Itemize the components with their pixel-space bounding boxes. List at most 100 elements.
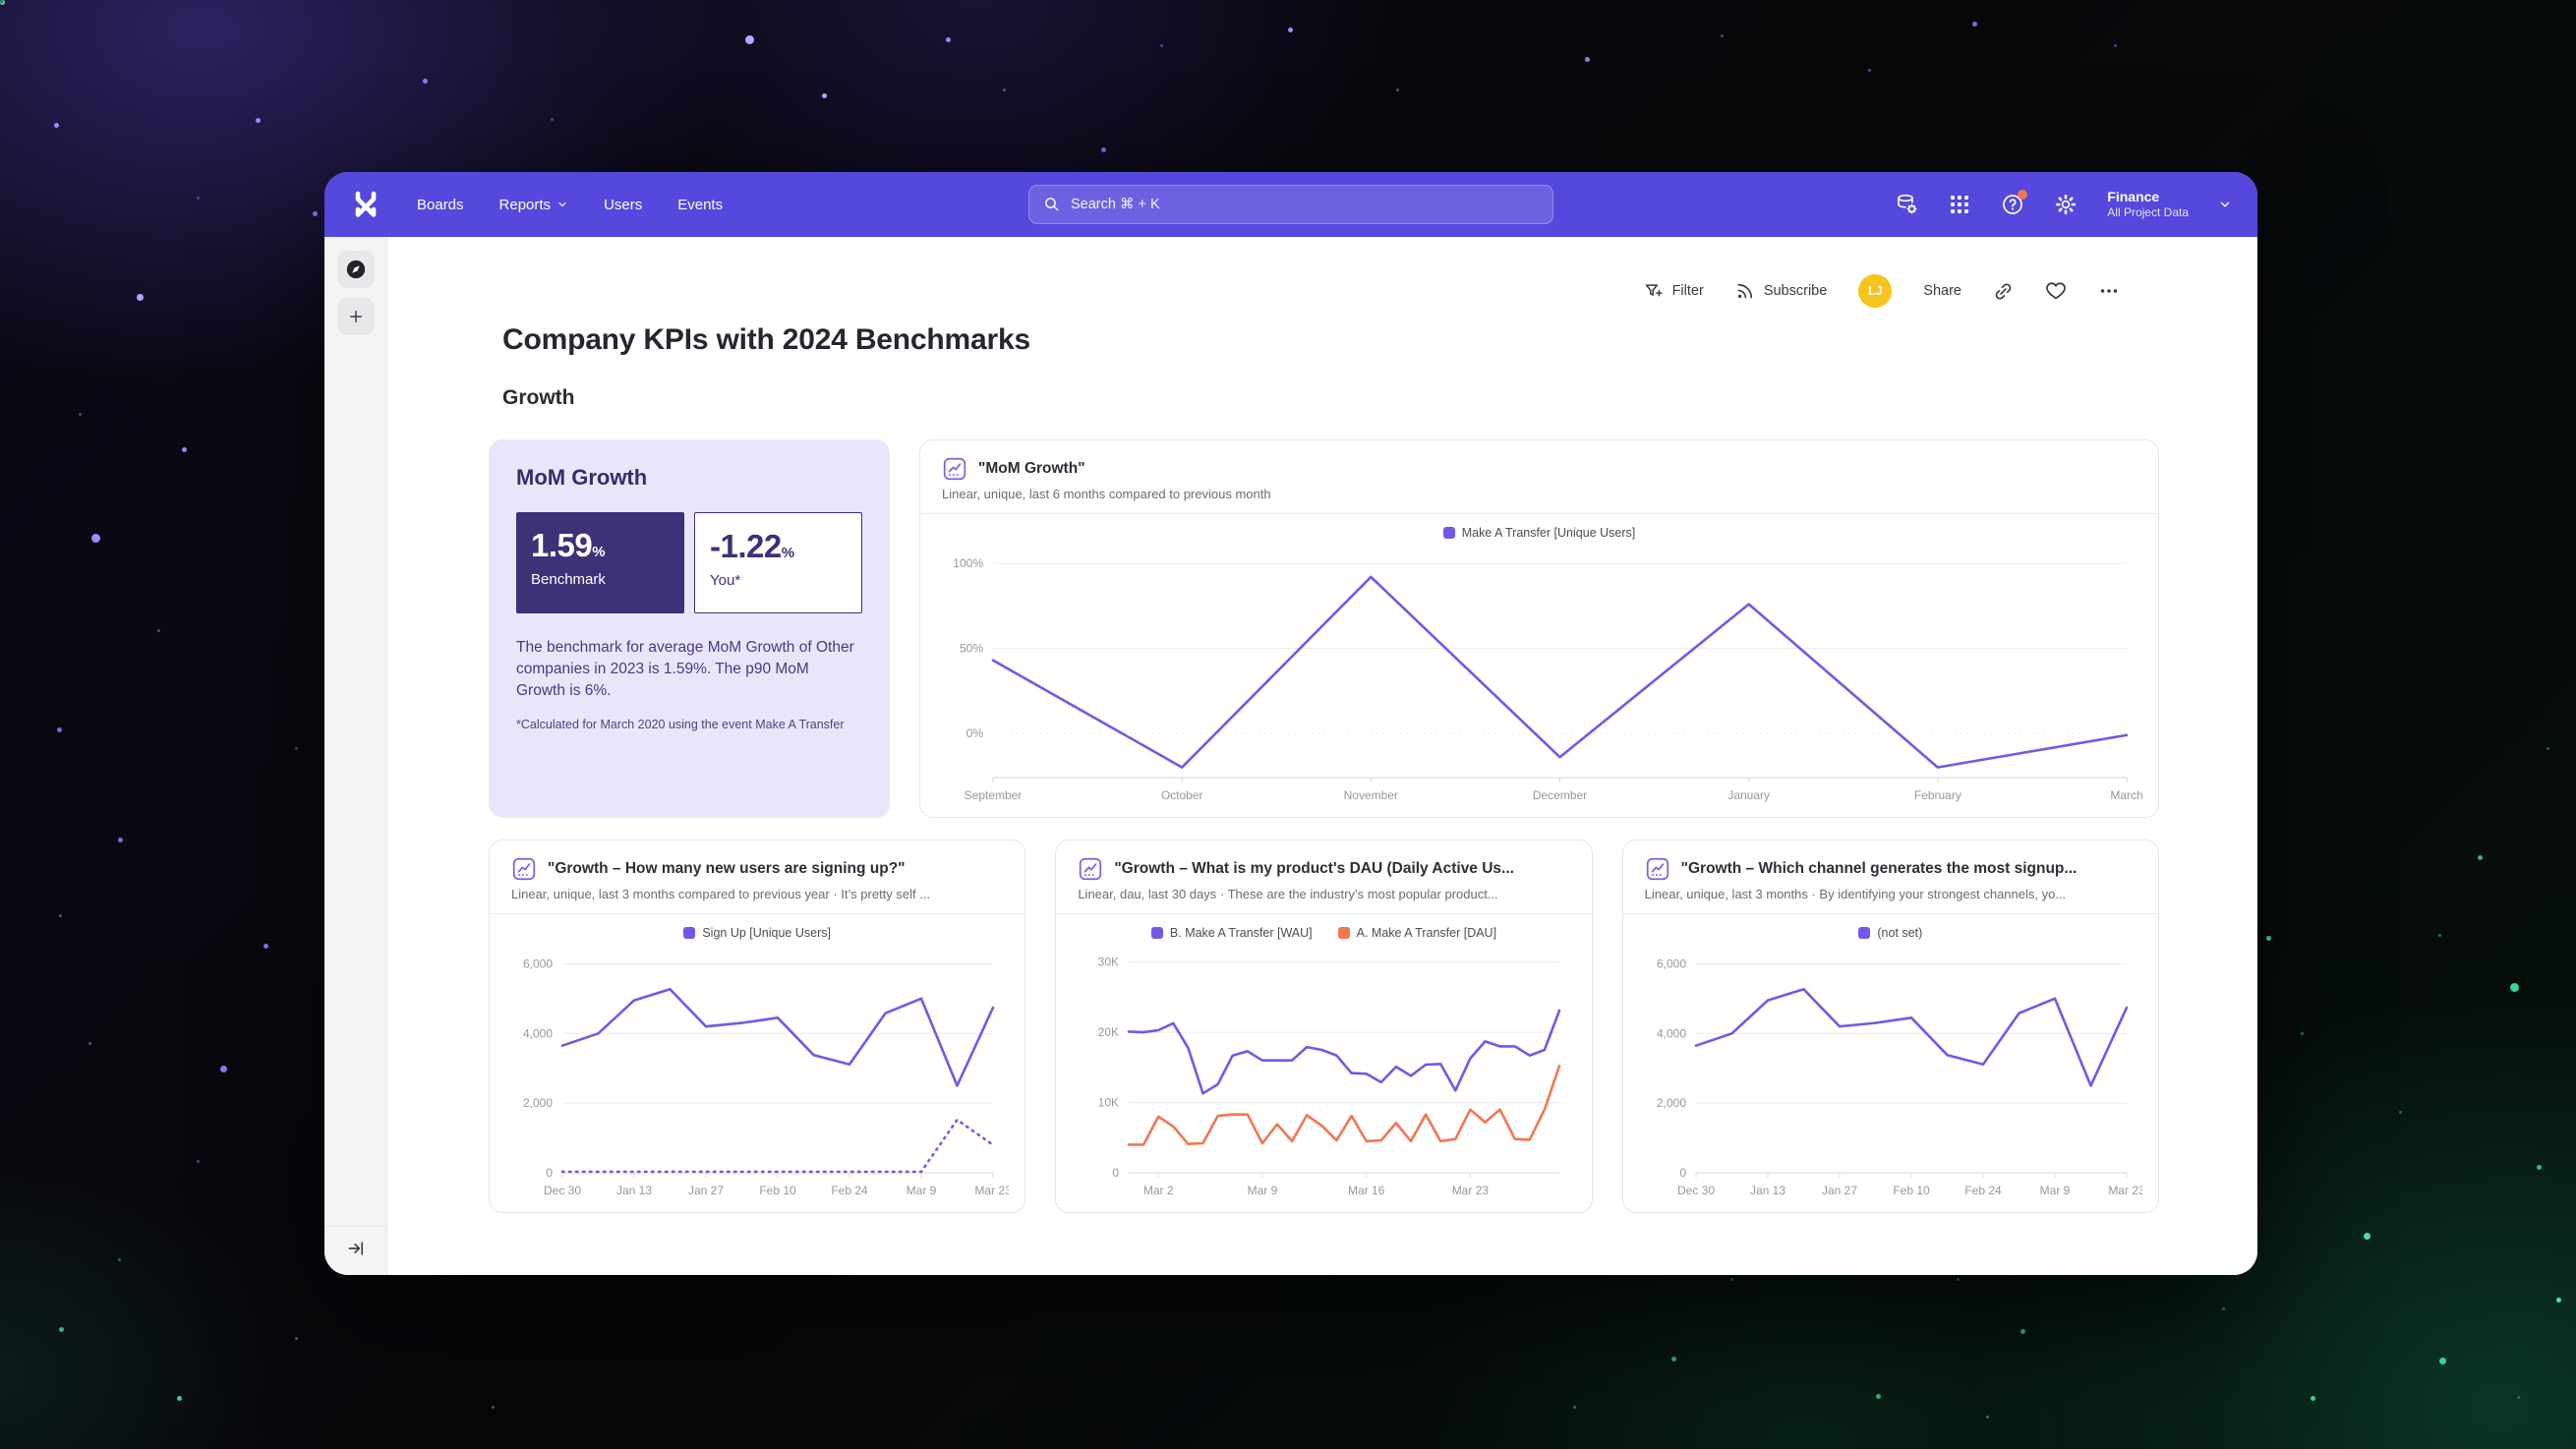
chart-title[interactable]: "Growth – How many new users are signing… [548,860,906,877]
add-board-button[interactable] [336,298,375,335]
chart-subtitle: Linear, dau, last 30 days · These are th… [1078,887,1498,901]
you-tile: -1.22% You* [694,512,862,613]
you-unit: % [781,545,795,561]
svg-text:Mar 9: Mar 9 [907,1184,937,1197]
chart-subtitle: Linear, unique, last 3 months · By ident… [1644,887,2067,901]
nav-item-reports[interactable]: Reports [499,197,569,213]
avatar-initials: LJ [1868,284,1883,298]
svg-text:0: 0 [546,1166,553,1180]
nav-item-boards[interactable]: Boards [417,197,464,213]
project-name: Finance [2107,188,2160,204]
svg-text:February: February [1914,788,1961,802]
svg-text:Mar 23: Mar 23 [1452,1184,1490,1197]
svg-text:Dec 30: Dec 30 [1677,1184,1715,1197]
boards-browser-button[interactable] [336,251,375,288]
nav-item-label: Events [677,196,724,213]
apps-grid-icon[interactable] [1948,193,1971,216]
svg-text:0: 0 [1679,1166,1686,1180]
rss-icon [1737,283,1752,299]
more-options-button[interactable] [2098,280,2120,302]
favorite-button[interactable] [2045,280,2067,302]
chart-title[interactable]: "Growth – What is my product's DAU (Dail… [1114,860,1514,877]
chart-card-signups: "Growth – How many new users are signing… [489,840,1026,1213]
svg-text:November: November [1344,788,1398,802]
svg-text:4,000: 4,000 [1657,1026,1686,1040]
filter-button[interactable]: Filter [1644,281,1704,301]
top-nav: Boards Reports Users Events Search ⌘ + K [324,172,2257,237]
svg-text:Mar 16: Mar 16 [1348,1184,1385,1197]
svg-text:Dec 30: Dec 30 [544,1184,581,1197]
chevron-down-icon [558,202,566,207]
heart-icon [2046,282,2066,300]
filter-label: Filter [1671,283,1704,299]
background-particles-purple-dim [0,0,3,3]
avatar[interactable]: LJ [1858,274,1893,308]
svg-text:Mar 9: Mar 9 [2039,1184,2070,1197]
benchmark-label: Benchmark [531,571,606,588]
svg-text:50%: 50% [960,642,983,656]
legend-item[interactable]: A. Make A Transfer [DAU] [1337,926,1496,940]
data-management-icon[interactable] [1895,193,1918,216]
svg-text:Feb 10: Feb 10 [759,1184,796,1197]
help-icon[interactable] [2001,190,2028,216]
chart-card-dau: "Growth – What is my product's DAU (Dail… [1055,840,1593,1213]
svg-text:Feb 10: Feb 10 [1893,1184,1930,1197]
search-input[interactable]: Search ⌘ + K [1028,185,1553,224]
share-label: Share [1923,283,1961,299]
svg-text:March: March [2110,788,2142,802]
svg-text:0: 0 [1113,1166,1120,1180]
legend-item[interactable]: Sign Up [Unique Users] [683,926,831,940]
settings-gear-icon[interactable] [2054,193,2078,216]
svg-text:Feb 24: Feb 24 [1964,1184,2002,1197]
board-content: Filter Subscribe LJ Share [387,237,2257,1275]
line-chart-icon [943,457,966,481]
expand-sidebar-button[interactable] [346,1239,366,1263]
svg-text:Jan 13: Jan 13 [616,1184,652,1197]
chart-legend[interactable]: Make A Transfer [Unique Users] [936,518,2142,542]
collapse-arrow-icon [348,1242,363,1255]
line-chart-icon [1080,857,1102,881]
chart-legend[interactable]: Sign Up [Unique Users] [505,918,1009,942]
svg-text:6,000: 6,000 [1657,956,1686,970]
you-label: You* [710,572,741,589]
filter-funnel-icon [1645,284,1663,297]
benchmark-description: The benchmark for average MoM Growth of … [516,639,854,699]
svg-text:September: September [965,788,1023,802]
mom-growth-benchmark-card: MoM Growth 1.59% Benchmark -1.22% You* T… [489,439,890,818]
mixpanel-logo-icon[interactable] [350,190,381,219]
chart-legend[interactable]: B. Make A Transfer [WAU] A. Make A Transf… [1072,918,1575,942]
nav-item-label: Boards [417,196,464,213]
share-button[interactable]: Share [1923,283,1961,299]
compass-icon [346,260,365,279]
legend-item[interactable]: Make A Transfer [Unique Users] [1442,526,1635,540]
chart-title[interactable]: "Growth – Which channel generates the mo… [1680,860,2078,877]
legend-item[interactable]: (not set) [1858,926,1922,940]
legend-item[interactable]: B. Make A Transfer [WAU] [1150,926,1313,940]
benchmark-tile: 1.59% Benchmark [516,512,684,613]
svg-text:4,000: 4,000 [523,1026,553,1040]
mom-growth-line-chart[interactable]: 100% 50% 0% September October November Decembe… [936,542,2142,809]
svg-text:October: October [1161,788,1203,802]
board-toolbar: Filter Subscribe LJ Share [489,274,2120,308]
nav-item-events[interactable]: Events [677,197,723,213]
nav-item-label: Reports [498,196,552,213]
chart-legend[interactable]: (not set) [1639,918,2142,942]
svg-text:Jan 27: Jan 27 [1822,1184,1857,1197]
svg-text:Mar 23: Mar 23 [974,1184,1009,1197]
nav-right-cluster: Finance All Project Data [1895,189,2232,221]
chart-title[interactable]: "MoM Growth" [978,460,1085,477]
chart-card-channels: "Growth – Which channel generates the mo… [1621,840,2159,1213]
app-window: Boards Reports Users Events Search ⌘ + K [324,172,2257,1275]
summary-card-title: MoM Growth [516,465,648,490]
project-selector[interactable]: Finance All Project Data [2107,189,2189,221]
dau-line-chart[interactable]: 30K 20K 10K 0 Mar 2 Mar 9 Mar 16 Mar 23 [1072,942,1575,1204]
nav-item-users[interactable]: Users [604,197,642,213]
project-chevron-down-icon[interactable] [2218,198,2232,211]
subscribe-button[interactable]: Subscribe [1735,281,1827,301]
signups-line-chart[interactable]: 6,000 4,000 2,000 0 Dec 30 Jan 13 Jan 27 Feb 10… [505,942,1012,1204]
svg-text:December: December [1533,788,1587,802]
ellipsis-icon [2100,289,2118,293]
copy-link-button[interactable] [1993,281,2014,302]
channels-line-chart[interactable]: 6,000 4,000 2,000 0 Dec 30 Jan 13 Jan 27 Feb 10… [1639,942,2145,1204]
benchmark-footnote: *Calculated for March 2020 using the eve… [516,718,845,731]
